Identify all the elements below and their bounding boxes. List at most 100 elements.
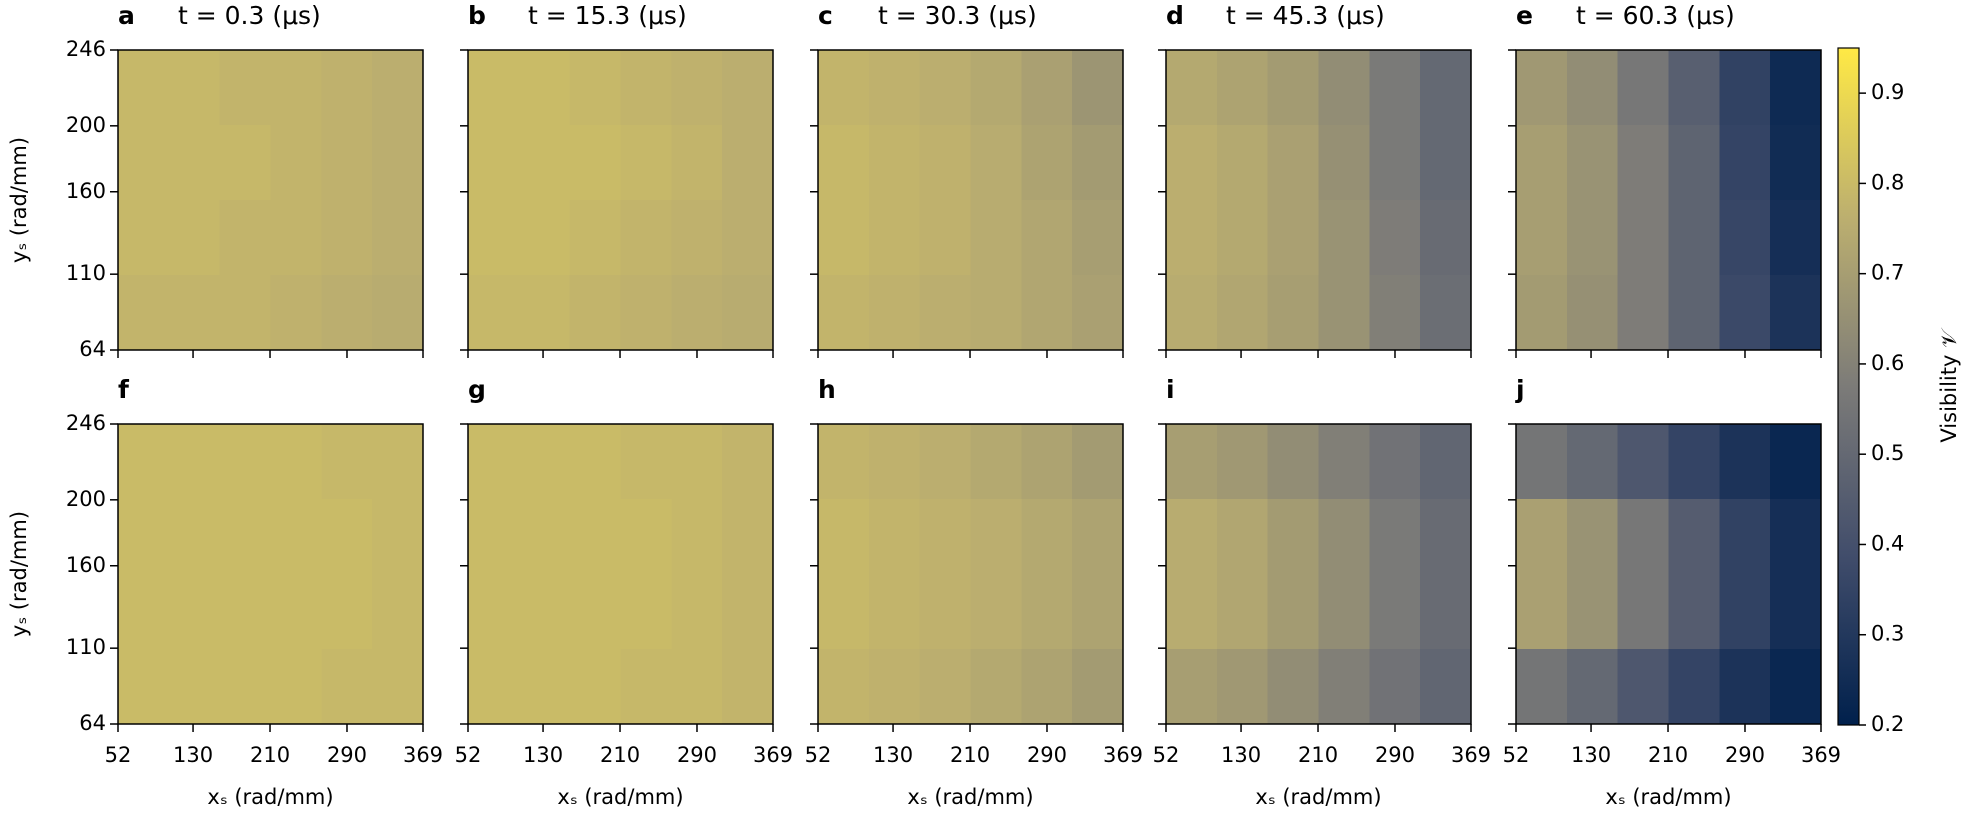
x-tick-label: 290 — [1375, 743, 1415, 767]
heatmap-cell — [468, 424, 520, 500]
heatmap-cell — [321, 125, 373, 201]
heatmap-cell — [818, 424, 870, 500]
x-tick-label: 210 — [1648, 743, 1688, 767]
heatmap-cell — [372, 125, 424, 201]
y-tick-label: 246 — [66, 411, 106, 435]
heatmap-cell — [1021, 50, 1073, 126]
y-axis-label: yₛ (rad/mm) — [7, 137, 31, 263]
colorbar — [1837, 47, 1860, 726]
heatmap-cell — [1267, 200, 1320, 276]
heatmap-cell — [569, 200, 622, 276]
heatmap-cell — [1420, 424, 1472, 500]
heatmap-cell — [818, 275, 870, 351]
heatmap-cell — [321, 499, 373, 575]
heatmap-cell — [118, 649, 170, 725]
heatmap-cell — [1318, 574, 1370, 650]
heatmap-cell — [1216, 275, 1269, 351]
heatmap-cell — [468, 499, 520, 575]
heatmap-cell — [569, 574, 622, 650]
colorbar-tick-label: 0.3 — [1871, 622, 1904, 646]
heatmap-cell — [722, 125, 774, 201]
heatmap-cell — [1267, 499, 1320, 575]
heatmap-cell — [1072, 649, 1124, 725]
heatmap-cell — [372, 499, 424, 575]
panel-title: t = 0.3 (μs) — [178, 1, 321, 30]
heatmap-cell — [372, 50, 424, 126]
heatmap-cell — [1318, 50, 1370, 126]
heatmap-cell — [671, 200, 723, 276]
heatmap-cell — [1566, 649, 1619, 725]
heatmap-cell — [118, 50, 170, 126]
heatmap-cell — [518, 649, 571, 725]
x-axis-label: xₛ (rad/mm) — [1605, 785, 1731, 809]
heatmap-cell — [1216, 200, 1269, 276]
heatmap-cell — [1318, 649, 1370, 725]
x-tick-label: 210 — [1298, 743, 1338, 767]
heatmap-cell — [1719, 50, 1771, 126]
heatmap-cell — [1369, 125, 1421, 201]
heatmap-cell — [818, 200, 870, 276]
heatmap-cell — [1719, 275, 1771, 351]
y-axis-label: yₛ (rad/mm) — [7, 511, 31, 637]
heatmap-cell — [1516, 649, 1568, 725]
heatmap-cell — [1770, 424, 1822, 500]
heatmap-cell — [970, 649, 1022, 725]
heatmap-cell — [970, 574, 1022, 650]
heatmap-cell — [1516, 499, 1568, 575]
heatmap-cell — [970, 275, 1022, 351]
heatmap-cell — [1166, 649, 1218, 725]
heatmap-cell — [1617, 200, 1670, 276]
heatmap-cell — [1566, 574, 1619, 650]
colorbar-tick-label: 0.5 — [1871, 441, 1904, 465]
heatmap-cell — [1072, 200, 1124, 276]
heatmap-cell — [1420, 125, 1472, 201]
heatmap-cell — [168, 200, 221, 276]
heatmap-cell — [372, 200, 424, 276]
heatmap-cell — [569, 649, 622, 725]
colorbar-tick-label: 0.9 — [1871, 80, 1904, 104]
heatmap-cell — [722, 424, 774, 500]
x-tick-label: 52 — [455, 743, 482, 767]
heatmap-cell — [1166, 125, 1218, 201]
heatmap-cell — [970, 50, 1022, 126]
heatmap-cell — [569, 275, 622, 351]
heatmap-cell — [1021, 125, 1073, 201]
heatmap-cell — [1617, 424, 1670, 500]
heatmap-cell — [1770, 574, 1822, 650]
colorbar-tick-label: 0.8 — [1871, 170, 1904, 194]
heatmap-cell — [168, 275, 221, 351]
heatmap-cell — [372, 574, 424, 650]
y-tick-label: 200 — [66, 487, 106, 511]
heatmap-cell — [1668, 649, 1720, 725]
heatmap-cell — [722, 574, 774, 650]
heatmap-cell — [1216, 649, 1269, 725]
y-tick-label: 160 — [66, 179, 106, 203]
heatmap-cell — [270, 424, 322, 500]
x-tick-label: 52 — [105, 743, 132, 767]
heatmap-cell — [1072, 275, 1124, 351]
heatmap-cell — [1267, 275, 1320, 351]
x-tick-label: 369 — [1801, 743, 1841, 767]
heatmap-cell — [270, 499, 322, 575]
heatmap-cell — [919, 499, 972, 575]
panel-letter: c — [818, 1, 833, 30]
heatmap-cell — [1420, 574, 1472, 650]
heatmap-cell — [569, 499, 622, 575]
panel-letter: j — [1515, 375, 1525, 404]
heatmap-cell — [1770, 50, 1822, 126]
colorbar-label: Visibility 𝒱 — [1937, 327, 1961, 443]
heatmap-cell — [1668, 574, 1720, 650]
heatmap-cell — [1668, 125, 1720, 201]
heatmap-cell — [818, 574, 870, 650]
heatmap-cell — [518, 125, 571, 201]
x-tick-label: 130 — [873, 743, 913, 767]
heatmap-cell — [1318, 125, 1370, 201]
heatmap-cell — [321, 424, 373, 500]
heatmap-cell — [722, 499, 774, 575]
heatmap-cell — [919, 50, 972, 126]
x-tick-label: 369 — [403, 743, 443, 767]
heatmap-cell — [270, 275, 322, 351]
colorbar-tick-label: 0.6 — [1871, 351, 1904, 375]
heatmap-cell — [1668, 499, 1720, 575]
